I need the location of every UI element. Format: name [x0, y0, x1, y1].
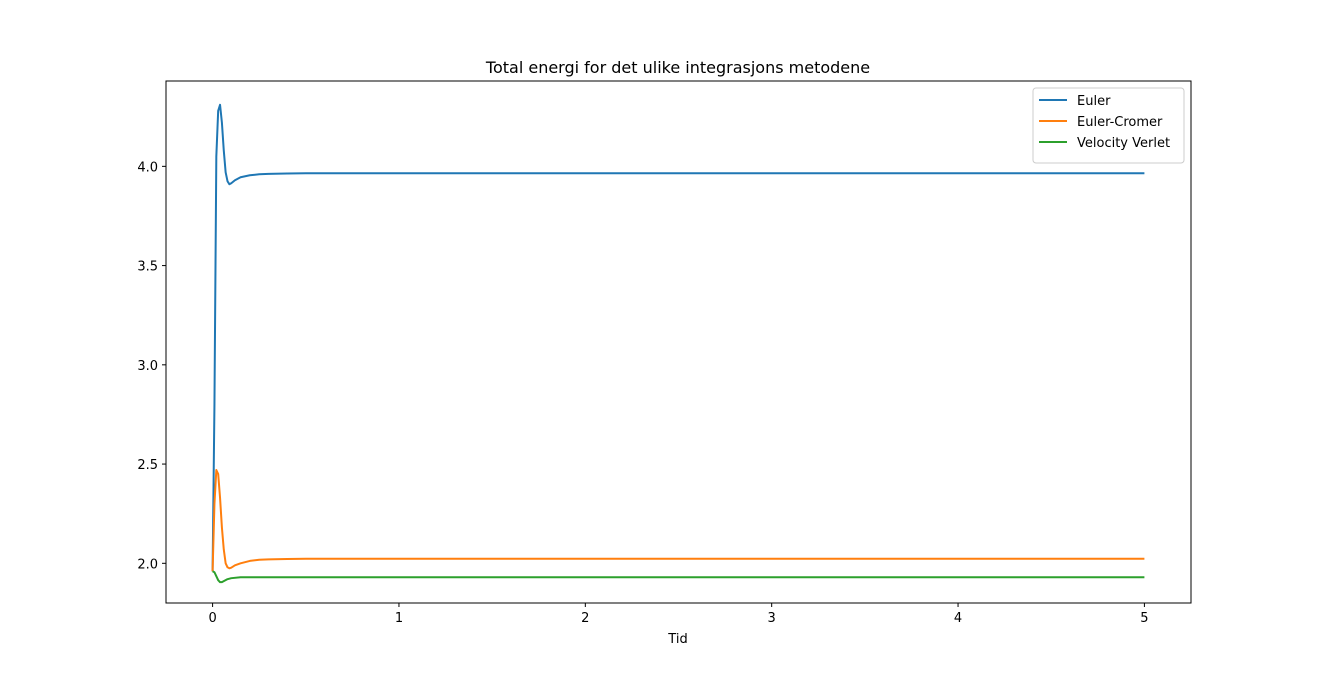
x-tick-label: 0 — [208, 611, 216, 626]
legend-frame — [1032, 87, 1185, 164]
plot-frame — [165, 80, 1192, 604]
x-tick-label: 1 — [395, 611, 403, 626]
legend-label: Euler-Cromer — [1077, 115, 1163, 130]
series-line-euler — [211, 103, 1145, 572]
x-tick-label: 2 — [581, 611, 589, 626]
legend: Euler Euler-Cromer Velocity Verlet — [1032, 87, 1185, 164]
series-line-velocity-verlet — [212, 570, 1145, 584]
legend-label: Euler — [1077, 94, 1111, 109]
y-tick-label: 3.0 — [137, 359, 158, 374]
chart-title: Total energi for det ulike integrasjons … — [485, 58, 870, 77]
x-tick-label: 5 — [1140, 611, 1148, 626]
x-axis-label: Tid — [667, 632, 687, 647]
series-line-euler-cromer — [211, 469, 1145, 572]
y-tick-label: 4.0 — [137, 160, 158, 175]
y-tick-label: 3.5 — [137, 260, 158, 275]
x-axis: 0 1 2 3 4 5 — [208, 603, 1149, 626]
x-tick-label: 3 — [768, 611, 776, 626]
series-layer — [211, 103, 1145, 584]
legend-label: Velocity Verlet — [1077, 136, 1170, 151]
y-axis: 2.0 2.5 3.0 3.5 4.0 — [137, 160, 166, 572]
x-tick-label: 4 — [954, 611, 962, 626]
y-tick-label: 2.5 — [137, 458, 158, 473]
y-tick-label: 2.0 — [137, 557, 158, 572]
